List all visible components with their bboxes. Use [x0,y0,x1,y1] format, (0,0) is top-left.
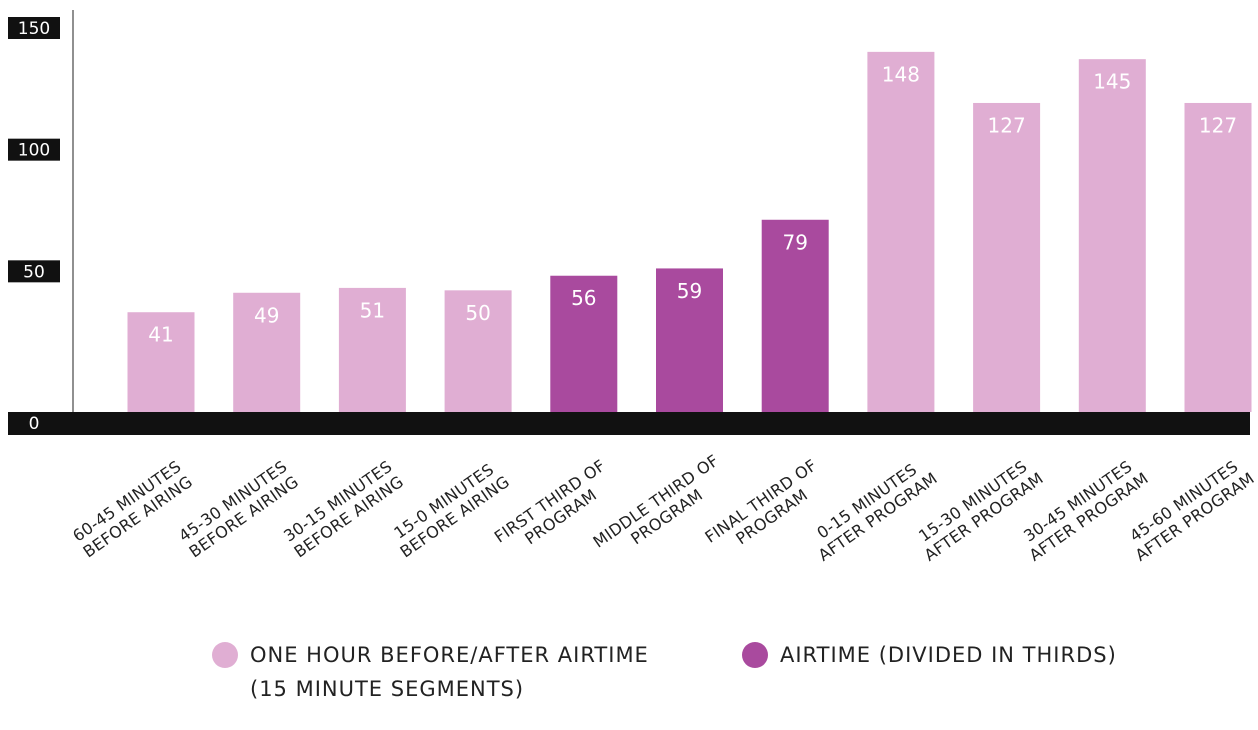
y-tick-label: 150 [18,19,50,39]
bar [867,51,935,412]
y-tick-box [8,260,60,283]
legend-label: ONE HOUR BEFORE/AFTER AIRTIME (15 MINUTE… [250,643,649,701]
value-label: 127 [988,113,1026,137]
baseline-band [8,412,1250,435]
y-tick-box [8,17,60,39]
value-label: 145 [1093,70,1131,94]
value-label: 56 [571,286,596,310]
bar [1184,102,1252,412]
value-label: 49 [254,303,279,327]
bar [444,290,512,412]
y-tick-box [8,138,60,161]
value-label: 127 [1199,113,1237,137]
value-label: 79 [782,230,807,254]
value-label: 50 [465,301,490,325]
y-tick-label: 50 [23,262,45,282]
value-label: 148 [882,62,920,86]
legend-swatch [212,642,238,668]
bar [550,275,618,412]
legend-item: ONE HOUR BEFORE/AFTER AIRTIME (15 MINUTE… [212,638,652,706]
bar [127,312,195,412]
bar [656,268,723,412]
value-label: 59 [677,279,702,303]
y-tick-label: 100 [18,141,50,161]
bar [233,292,301,412]
bar [1078,59,1146,413]
value-label: 51 [360,298,385,322]
legend-item: AIRTIME (DIVIDED IN THIRDS) [742,638,1242,672]
bar [338,287,406,412]
y-tick-label: 0 [29,414,40,434]
bar [973,102,1041,412]
value-label: 41 [148,323,173,347]
legend-swatch [742,642,768,668]
bar [761,219,829,412]
legend-label: AIRTIME (DIVIDED IN THIRDS) [780,643,1117,667]
